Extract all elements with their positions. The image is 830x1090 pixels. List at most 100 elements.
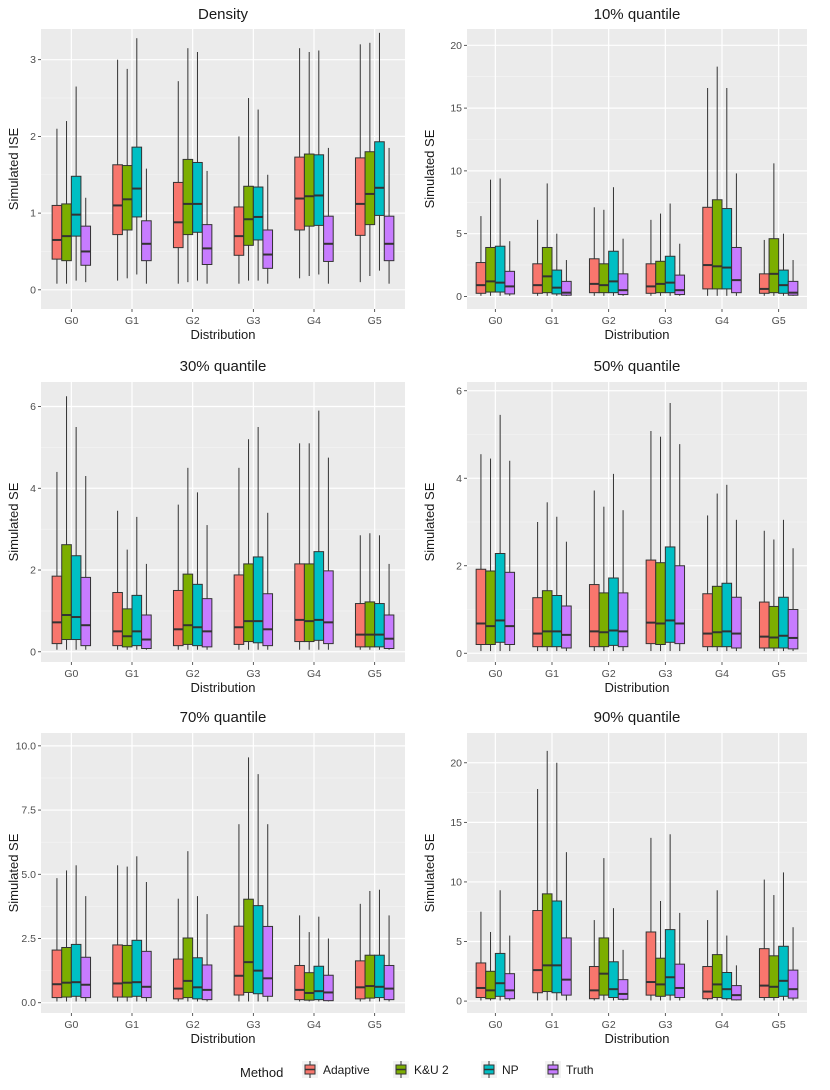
x-tick-label: G4 — [307, 668, 321, 680]
legend-item-K&U 2: K&U 2 — [393, 1061, 449, 1078]
box-body — [768, 238, 780, 294]
box-body — [294, 964, 305, 1001]
box-G5-Adaptive — [354, 535, 366, 650]
y-tick-label: 2 — [30, 565, 36, 577]
box-body — [731, 985, 742, 1001]
y-axis-title: Simulated SE — [422, 129, 437, 208]
box-body — [588, 966, 600, 1000]
box-body — [313, 965, 325, 1001]
box-G4-Truth — [323, 938, 334, 1002]
box-G3-NP — [664, 203, 676, 296]
box-G5-Truth — [383, 563, 395, 650]
y-tick-label: 0 — [456, 996, 462, 1008]
box-body — [262, 229, 274, 269]
box-G1-Truth — [561, 260, 572, 296]
box-body — [674, 963, 686, 999]
box-body — [172, 589, 184, 647]
x-tick-label: G2 — [602, 315, 616, 327]
box-body — [201, 224, 213, 266]
box-body — [504, 571, 516, 645]
box-G4-Truth — [323, 457, 334, 650]
box-body — [141, 614, 152, 650]
x-tick-label: G3 — [658, 315, 672, 327]
box-G2-Truth — [617, 949, 629, 1001]
box-body — [702, 206, 713, 290]
box-body — [182, 573, 194, 645]
box-body — [61, 946, 72, 998]
box-body — [364, 954, 376, 999]
box-body — [323, 974, 334, 1002]
x-tick-label: G3 — [246, 315, 260, 327]
box-body — [617, 273, 629, 296]
box-body — [374, 954, 385, 999]
box-G5-Truth — [787, 260, 799, 296]
y-tick-label: 0 — [30, 646, 36, 658]
box-G0-K&U 2 — [61, 396, 72, 650]
y-tick-label: 6 — [30, 401, 36, 413]
box-G4-K&U 2 — [303, 932, 315, 1002]
box-G3-Truth — [674, 912, 686, 1001]
box-G1-Truth — [561, 541, 572, 652]
box-body — [172, 958, 184, 1000]
box-body — [262, 925, 274, 997]
box-body — [131, 594, 143, 647]
box-body — [243, 185, 254, 246]
panel-title: 90% quantile — [594, 709, 681, 726]
box-body — [541, 893, 553, 993]
y-tick-label: 6 — [456, 385, 462, 397]
x-tick-label: G4 — [307, 315, 321, 327]
box-body — [485, 570, 496, 645]
box-body — [70, 555, 82, 641]
box-body — [787, 969, 799, 999]
x-tick-label: G2 — [186, 1019, 200, 1031]
x-tick-label: G0 — [64, 1019, 78, 1031]
box-G5-K&U 2 — [768, 163, 780, 296]
box-body — [711, 954, 723, 999]
box-body — [80, 576, 92, 647]
x-tick-label: G5 — [772, 315, 786, 327]
box-G0-NP — [494, 178, 506, 296]
box-G5-Truth — [383, 147, 395, 284]
box-body — [702, 593, 713, 648]
box-G1-NP — [131, 38, 143, 275]
box-body — [721, 971, 733, 1000]
box-body — [303, 563, 315, 643]
box-body — [768, 955, 780, 999]
box-body — [711, 199, 723, 290]
box-body — [252, 905, 264, 995]
box-G2-Truth — [201, 525, 213, 650]
y-tick-label: 5 — [456, 936, 462, 948]
box-body — [192, 583, 203, 647]
box-body — [655, 260, 666, 294]
box-G3-Truth — [674, 444, 686, 652]
y-tick-label: 0 — [456, 648, 462, 660]
box-body — [655, 957, 666, 997]
y-axis-title: Simulated SE — [6, 833, 21, 912]
box-G0-Truth — [80, 896, 92, 1002]
box-G3-NP — [664, 834, 676, 1001]
box-body — [778, 596, 789, 649]
panel-title: Density — [198, 6, 249, 23]
panel-background — [467, 29, 807, 309]
x-tick-label: G4 — [715, 1019, 729, 1031]
y-axis-title: Simulated SE — [422, 833, 437, 912]
legend: Method Adaptive K&U 2 NP Truth — [240, 1061, 594, 1080]
box-body — [70, 943, 82, 997]
box-G1-Truth — [561, 852, 572, 1001]
box-body — [588, 584, 600, 648]
box-body — [608, 250, 619, 294]
box-body — [112, 592, 123, 647]
box-body — [383, 614, 395, 650]
box-body — [323, 570, 334, 645]
x-tick-label: G1 — [545, 668, 559, 680]
box-G4-Truth — [731, 519, 742, 652]
box-body — [494, 245, 506, 293]
y-tick-label: 4 — [30, 483, 36, 495]
box-body — [588, 258, 600, 294]
box-G0-Truth — [504, 460, 516, 652]
y-tick-label: 15 — [450, 817, 462, 829]
legend-label: K&U 2 — [414, 1063, 449, 1077]
y-tick-label: 2.5 — [21, 933, 36, 945]
box-body — [711, 585, 723, 648]
